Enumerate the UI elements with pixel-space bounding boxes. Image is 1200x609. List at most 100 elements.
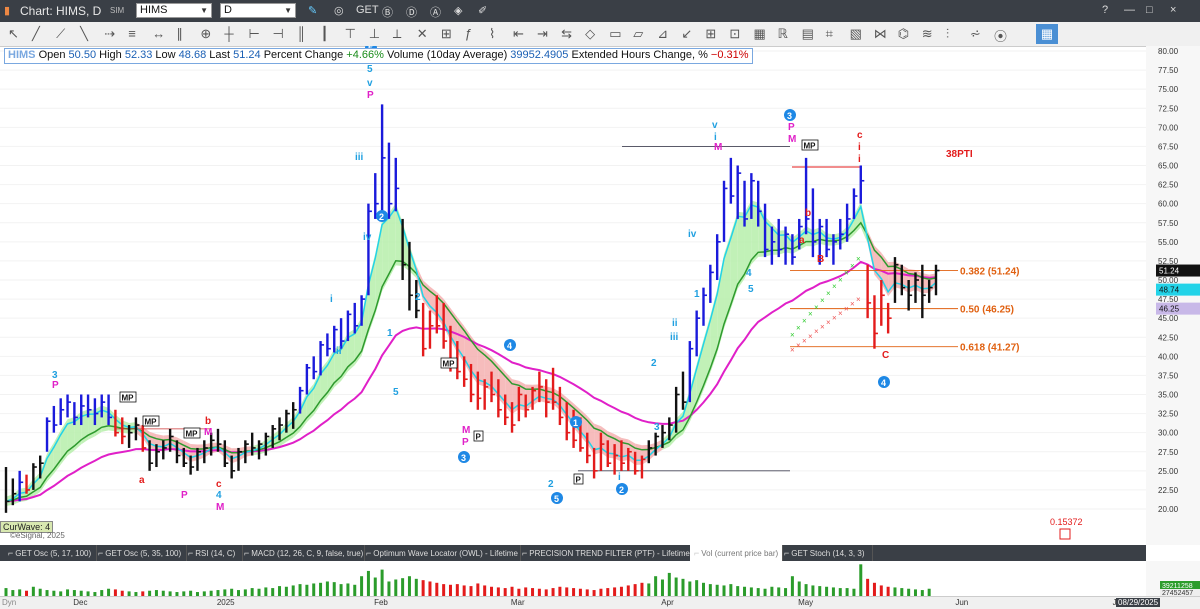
indicator-tab[interactable]: ⌐ Vol (current price bar) <box>690 545 783 561</box>
grid-icon[interactable]: ⊞ <box>440 26 452 41</box>
volume-bar <box>920 590 924 596</box>
volume-bar <box>428 581 432 596</box>
cross-icon[interactable]: ⊕ <box>200 26 212 41</box>
right-arrow-icon[interactable]: ⇥ <box>537 26 548 41</box>
tab-collapse-icon[interactable]: ⌐ <box>244 548 250 558</box>
ohlc-bar <box>811 188 817 258</box>
tab-collapse-icon[interactable]: ⌐ <box>188 548 194 558</box>
list-icon[interactable]: ▤ <box>801 26 814 41</box>
diamond-icon[interactable]: ◇ <box>585 26 596 41</box>
indicator-tab[interactable]: ⌐ MACD (12, 26, C, 9, false, true) <box>240 545 365 561</box>
box-icon[interactable]: ⊡ <box>729 26 741 41</box>
x-tick-label: Jun <box>955 598 969 607</box>
x-icon[interactable]: ✕ <box>416 26 428 41</box>
r-icon[interactable]: ℝ <box>777 26 788 41</box>
d-circle-icon[interactable]: Ⓓ <box>406 7 417 19</box>
ohlc-bar <box>538 371 543 403</box>
volume-bar <box>86 591 90 596</box>
swap-icon[interactable]: ⇆ <box>561 26 572 41</box>
cursor-icon[interactable]: ↖ <box>8 26 19 41</box>
tab-collapse-icon[interactable]: ⌐ <box>366 548 372 558</box>
volume-bar <box>681 578 685 596</box>
tab-collapse-icon[interactable]: ⌐ <box>8 548 14 558</box>
pattern-icon[interactable]: ▦ <box>753 26 766 41</box>
ohlc-bar <box>736 165 742 219</box>
pencil-icon[interactable]: ✎ <box>308 5 318 17</box>
indicator-tab[interactable]: ⌐ GET Osc (5, 35, 100) <box>94 545 187 561</box>
price-axis[interactable]: 80.00 77.50 75.00 72.50 70.00 67.50 65.00 62.50… <box>1146 46 1200 545</box>
tab-collapse-icon[interactable]: ⌐ <box>522 548 528 558</box>
volume-bar <box>531 588 535 596</box>
wave-label: iii <box>670 332 679 343</box>
ohlc-bar <box>387 142 393 219</box>
dots-icon[interactable]: ⫶ <box>945 26 950 41</box>
parallelogram-icon[interactable]: ▱ <box>633 26 644 41</box>
ohlc-bar <box>442 302 448 349</box>
channel-icon[interactable]: ≡ <box>128 26 136 41</box>
osc-value-label: 0.15372 <box>1050 517 1083 527</box>
close-icon[interactable]: × <box>1170 4 1177 16</box>
wave-icon[interactable]: ◎ <box>334 5 344 17</box>
shapes-icon[interactable]: ◈ <box>454 5 463 17</box>
curve-icon[interactable]: ⩫ <box>969 26 981 41</box>
active-layout-icon[interactable]: ▦ <box>1036 24 1058 44</box>
table-icon[interactable]: ⊞ <box>705 26 717 41</box>
perp-icon[interactable]: ⟂ <box>392 26 402 41</box>
vline-right-icon[interactable]: ⊣ <box>272 26 284 41</box>
parallel-icon[interactable]: ∥ <box>176 26 183 41</box>
cycle-icon[interactable]: ⌇ <box>488 26 496 41</box>
interval-select[interactable]: D ▼ <box>220 3 296 18</box>
maximize-icon[interactable]: □ <box>1146 4 1153 16</box>
tab-collapse-icon[interactable]: ⌐ <box>694 548 700 558</box>
tab-collapse-icon[interactable]: ⌐ <box>784 548 790 558</box>
tab-collapse-icon[interactable]: ⌐ <box>98 548 104 558</box>
ohlc-bar <box>4 467 10 513</box>
bar-icon[interactable]: ┃ <box>320 26 329 41</box>
bowtie-icon[interactable]: ⋈ <box>873 26 887 41</box>
volume-bar <box>770 586 774 596</box>
vline-left-icon[interactable]: ⊢ <box>248 26 260 41</box>
fib-icon[interactable]: ƒ <box>464 26 473 41</box>
ray-icon[interactable]: ⟋ <box>56 26 66 41</box>
target-icon[interactable]: ⦿ <box>993 29 1007 44</box>
left-arrow-icon[interactable]: ⇤ <box>513 26 524 41</box>
indicator-tab[interactable]: ⌐ GET Stoch (14, 3, 3) <box>780 545 873 561</box>
bottom-icon[interactable]: ⊥ <box>368 26 381 41</box>
hash-icon[interactable]: ⌗ <box>825 26 833 41</box>
hex-icon[interactable]: ⌬ <box>897 26 910 41</box>
wave-label: 4 <box>216 490 222 501</box>
crosshair-icon[interactable]: ┼ <box>224 26 234 41</box>
minimize-icon[interactable]: — <box>1124 4 1135 16</box>
vline-icon[interactable]: ║ <box>296 26 306 41</box>
help-icon[interactable]: ? <box>1102 4 1109 16</box>
y-tick-label: 37.50 <box>1158 371 1179 380</box>
volume-bar <box>52 590 56 596</box>
trendline-icon[interactable]: ╲ <box>80 26 88 41</box>
rect-icon[interactable]: ▭ <box>609 26 622 41</box>
indicator-tab[interactable]: ⌐ Optimum Wave Locator (OWL) - Lifetime <box>362 545 521 561</box>
trend-mark-green: × <box>856 255 861 264</box>
indicator-tab[interactable]: ⌐ GET Osc (5, 17, 100) <box>4 545 97 561</box>
ohlc-bar <box>223 440 229 468</box>
hatch-icon[interactable]: ▧ <box>849 26 862 41</box>
hline-icon[interactable]: ↔ <box>152 26 166 41</box>
line-icon[interactable]: ╱ <box>32 26 40 41</box>
chart-app-icon: ▮ <box>4 5 11 17</box>
arrow-icon[interactable]: ⇢ <box>104 26 116 41</box>
ohlc-bar <box>182 447 188 468</box>
a-circle-icon[interactable]: Ⓐ <box>430 7 441 19</box>
ohlc-bar <box>640 455 646 479</box>
indicator-tab[interactable]: ⌐ RSI (14, C) <box>184 545 243 561</box>
price-chart[interactable]: 0.382 (51.24)0.50 (46.25)0.618 (41.27)××… <box>0 46 1146 545</box>
window-titlebar: ▮ Chart: HIMS, D SIM HIMS ▼ D ▼ ✎ ◎ GET Ⓑ … <box>0 0 1200 22</box>
down-left-icon[interactable]: ↙ <box>681 26 693 41</box>
draw-icon[interactable]: ✐ <box>478 5 488 17</box>
triangle-icon[interactable]: ⊿ <box>657 26 669 41</box>
wave-lines-icon[interactable]: ≋ <box>921 26 933 41</box>
get-icon[interactable]: GET <box>356 4 379 16</box>
indicator-tab[interactable]: ⌐ PRECISION TREND FILTER (PTF) - Lifetime <box>518 545 693 561</box>
symbol-select[interactable]: HIMS ▼ <box>136 3 212 18</box>
top-icon[interactable]: ⊤ <box>344 26 356 41</box>
b-circle-icon[interactable]: Ⓑ <box>382 7 393 19</box>
